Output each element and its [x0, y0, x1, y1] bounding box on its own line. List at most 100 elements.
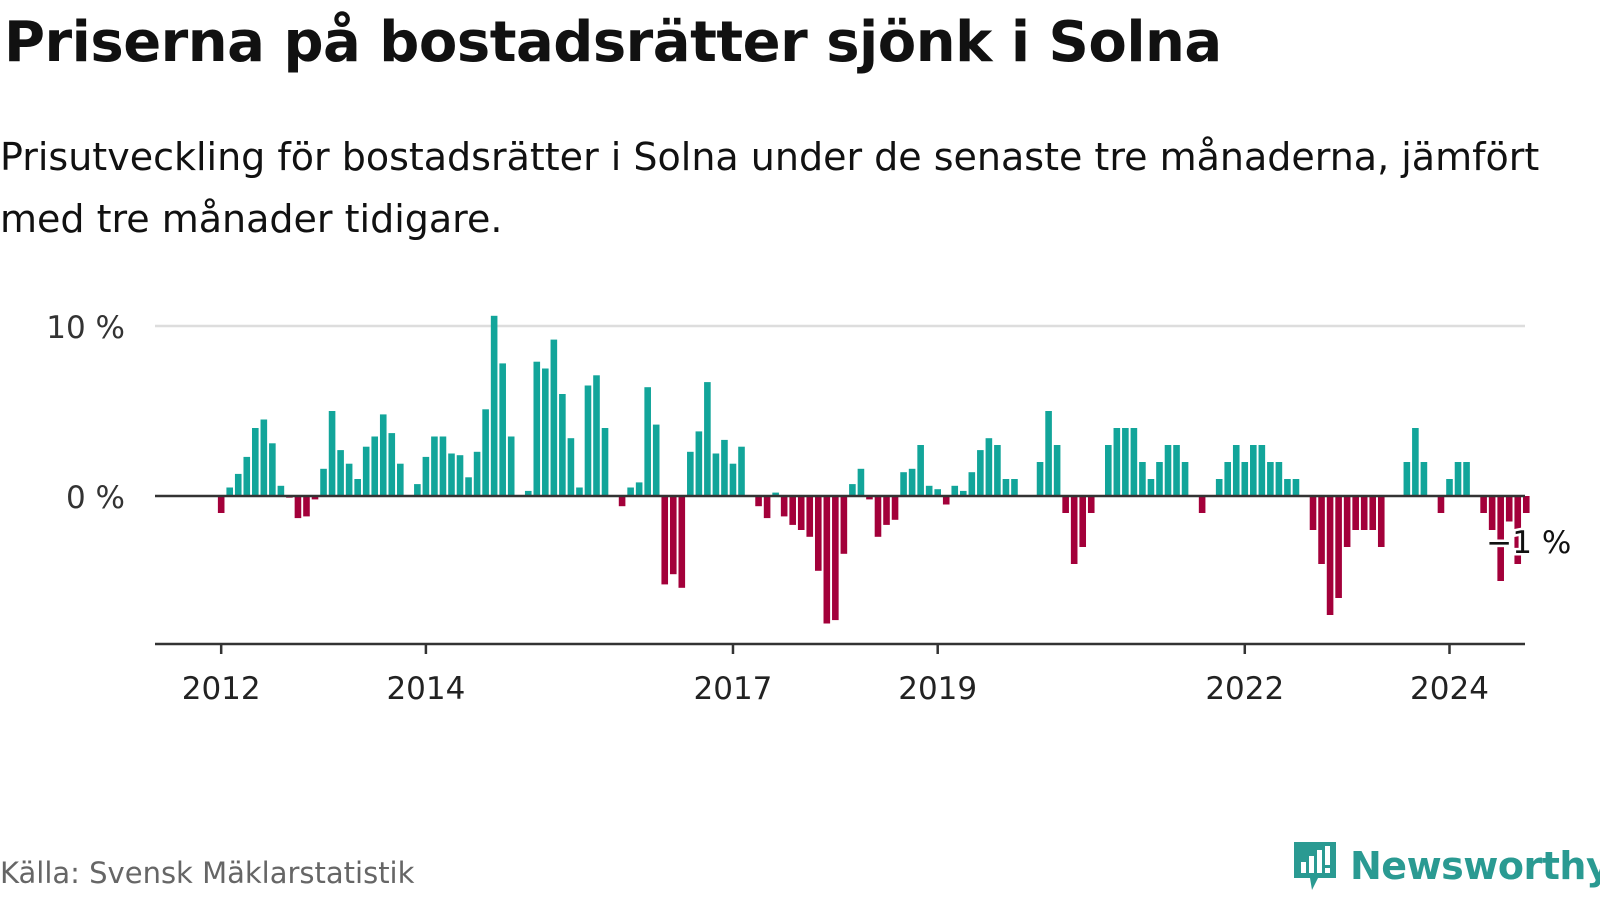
bar-positive — [559, 394, 566, 496]
bar-positive — [252, 428, 259, 496]
bar-positive — [695, 431, 703, 496]
bar-positive — [712, 453, 720, 496]
newsworthy-logo-icon — [1294, 842, 1336, 890]
bar-positive — [959, 490, 967, 496]
bar-positive — [985, 438, 993, 496]
bar-positive — [328, 411, 336, 496]
bar-negative — [303, 496, 310, 517]
bar-positive — [422, 456, 430, 496]
bar-negative — [840, 496, 848, 554]
bar-positive — [567, 438, 575, 496]
bar-positive — [456, 455, 464, 496]
bar-negative — [1309, 496, 1317, 530]
bar-positive — [1250, 445, 1257, 496]
axis-layer — [155, 494, 1525, 654]
bar-negative — [1326, 496, 1334, 615]
bar-positive — [1181, 462, 1189, 496]
bar-negative — [618, 496, 626, 507]
bar-positive — [226, 487, 234, 496]
bar-negative — [1522, 496, 1530, 513]
bar-negative — [942, 496, 950, 505]
bar-negative — [1087, 496, 1095, 513]
bar-positive — [917, 445, 924, 496]
bar-positive — [1446, 479, 1453, 496]
bar-positive — [524, 490, 532, 496]
y-tick-label: 0 % — [66, 480, 125, 516]
bar-positive — [379, 414, 387, 496]
bar-positive — [1463, 462, 1470, 496]
bar-negative — [311, 496, 319, 500]
x-tick-label: 2022 — [1205, 671, 1284, 707]
bar-positive — [601, 428, 609, 496]
y-tick-label: 10 % — [46, 310, 125, 346]
bar-positive — [260, 419, 268, 496]
bar-positive — [1284, 479, 1291, 496]
bar-positive — [635, 482, 643, 496]
bar-negative — [866, 496, 873, 500]
bar-negative — [1488, 496, 1496, 530]
bar-negative — [1514, 496, 1522, 564]
bar-positive — [721, 439, 728, 496]
bar-positive — [900, 472, 907, 496]
bar-positive — [576, 487, 583, 496]
bar-positive — [1412, 428, 1419, 496]
bar-positive — [542, 368, 549, 496]
bar-positive — [414, 484, 421, 496]
bar-positive — [1036, 462, 1044, 496]
bar-positive — [849, 484, 856, 496]
brand-logo[interactable]: Newsworthy — [1290, 838, 1600, 894]
bar-negative — [669, 496, 677, 575]
bar-positive — [1454, 462, 1462, 496]
bar-positive — [1267, 462, 1274, 496]
bar-positive — [482, 409, 489, 496]
bar-negative — [1343, 496, 1351, 547]
bar-positive — [593, 375, 600, 496]
bar-positive — [234, 473, 242, 496]
bar-positive — [533, 361, 541, 496]
bar-positive — [1232, 445, 1240, 496]
bar-negative — [780, 496, 788, 517]
bar-positive — [269, 443, 276, 496]
bar-negative — [1360, 496, 1368, 530]
bar-positive — [1420, 462, 1428, 496]
bar-positive — [1275, 462, 1283, 496]
bar-positive — [243, 456, 251, 496]
bar-positive — [550, 339, 558, 496]
bar-positive — [994, 445, 1001, 496]
bar-positive — [388, 433, 396, 496]
bar-positive — [644, 387, 651, 496]
bar-positive — [627, 487, 634, 496]
bar-positive — [465, 477, 472, 496]
bar-negative — [832, 496, 839, 621]
bar-positive — [1156, 462, 1163, 496]
bar-negative — [874, 496, 882, 537]
bar-negative — [1070, 496, 1078, 564]
bar-positive — [397, 463, 404, 496]
bar-positive — [1215, 479, 1223, 496]
bar-negative — [814, 496, 822, 571]
bar-positive — [977, 450, 984, 496]
bar-negative — [755, 496, 762, 507]
bar-negative — [294, 496, 302, 519]
bar-negative — [1062, 496, 1069, 513]
brand-name: Newsworthy — [1350, 844, 1600, 888]
bar-positive — [1241, 462, 1249, 496]
bar-negative — [763, 496, 771, 519]
bar-positive — [320, 468, 327, 496]
x-tick-label: 2014 — [386, 671, 465, 707]
bar-positive — [738, 446, 745, 496]
label-layer: 0 % 10 % 2012 2014 2017 2019 2022 2024 −1 % — [46, 310, 1574, 707]
source-note: Källa: Svensk Mäklarstatistik — [0, 856, 415, 890]
bar-positive — [652, 424, 660, 496]
bar-positive — [857, 468, 865, 496]
bar-negative — [806, 496, 814, 537]
bar-positive — [1139, 462, 1146, 496]
bar-positive — [1105, 445, 1112, 496]
bar-positive — [1122, 428, 1129, 496]
bar-negative — [1079, 496, 1087, 547]
bar-negative — [823, 496, 831, 624]
bar-positive — [925, 485, 933, 496]
bar-positive — [1011, 479, 1018, 496]
bar-positive — [371, 436, 379, 496]
bar-positive — [687, 451, 694, 496]
